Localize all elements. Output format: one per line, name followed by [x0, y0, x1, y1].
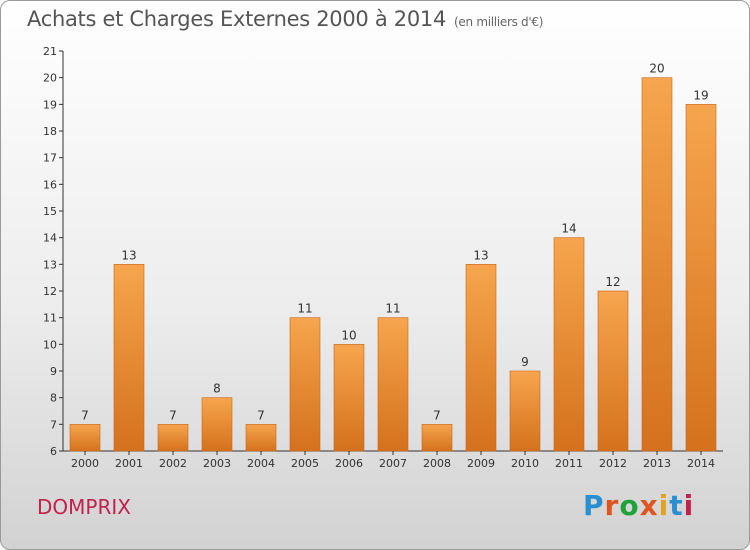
y-tick-label: 7 [50, 418, 57, 431]
bar-value-label: 11 [385, 302, 400, 316]
logo-letter: o [619, 489, 640, 522]
chart-title-text: Achats et Charges Externes 2000 à 2014 [27, 7, 447, 31]
y-tick-label: 11 [43, 312, 57, 325]
x-tick-label: 2003 [203, 457, 231, 470]
chart-title: Achats et Charges Externes 2000 à 2014 (e… [27, 7, 543, 31]
y-tick-label: 15 [43, 205, 57, 218]
y-tick-label: 21 [43, 45, 57, 58]
bar-value-label: 8 [213, 382, 221, 396]
proxiti-logo: Proxiti [583, 489, 694, 522]
chart-subtitle: (en milliers d'€) [454, 15, 544, 29]
x-tick-label: 2004 [247, 457, 275, 470]
y-tick-label: 10 [43, 338, 57, 351]
bar [201, 397, 233, 452]
bar-value-label: 14 [561, 222, 576, 236]
bar-value-label: 12 [605, 275, 620, 289]
bar-value-label: 20 [649, 62, 664, 76]
bar [597, 290, 629, 452]
bar [289, 317, 321, 452]
bar [69, 424, 101, 452]
bar [465, 264, 497, 452]
bar-value-label: 9 [521, 355, 529, 369]
x-tick-label: 2013 [643, 457, 671, 470]
logo-letter: x [639, 489, 659, 522]
bar-value-label: 19 [693, 88, 708, 102]
y-tick-label: 17 [43, 152, 57, 165]
bar [113, 264, 145, 452]
bar [641, 77, 673, 452]
bar [685, 104, 717, 452]
y-tick-label: 12 [43, 285, 57, 298]
bar [377, 317, 409, 452]
y-tick-label: 6 [50, 445, 57, 458]
logo-letter: i [683, 489, 695, 522]
bar-value-label: 7 [169, 408, 177, 422]
x-tick-label: 2005 [291, 457, 319, 470]
bar-value-label: 13 [121, 248, 136, 262]
x-tick-label: 2011 [555, 457, 583, 470]
x-tick-label: 2001 [115, 457, 143, 470]
y-tick-label: 19 [43, 98, 57, 111]
x-tick-label: 2012 [599, 457, 627, 470]
y-tick-label: 9 [50, 365, 57, 378]
y-tick-label: 13 [43, 258, 57, 271]
bar [553, 237, 585, 452]
x-tick-label: 2009 [467, 457, 495, 470]
logo-letter: i [658, 489, 670, 522]
bar [509, 370, 541, 452]
bar-value-label: 7 [433, 408, 441, 422]
logo-letter: t [669, 489, 684, 522]
bar-value-label: 7 [81, 408, 89, 422]
y-tick-label: 8 [50, 392, 57, 405]
x-tick-label: 2010 [511, 457, 539, 470]
bar-value-label: 10 [341, 328, 356, 342]
logo-letter: r [604, 489, 620, 522]
y-tick-label: 18 [43, 125, 57, 138]
bar-value-label: 11 [297, 302, 312, 316]
x-tick-label: 2014 [687, 457, 715, 470]
x-tick-label: 2006 [335, 457, 363, 470]
x-tick-label: 2008 [423, 457, 451, 470]
logo-letter: P [583, 489, 605, 522]
bar-value-label: 13 [473, 248, 488, 262]
bar [157, 424, 189, 452]
y-tick-label: 20 [43, 72, 57, 85]
x-tick-label: 2007 [379, 457, 407, 470]
x-tick-label: 2002 [159, 457, 187, 470]
bar-value-label: 7 [257, 408, 265, 422]
y-tick-label: 14 [43, 232, 57, 245]
bar [421, 424, 453, 452]
x-tick-label: 2000 [71, 457, 99, 470]
bar [333, 344, 365, 452]
y-tick-label: 16 [43, 178, 57, 191]
bar [245, 424, 277, 452]
commune-name: DOMPRIX [37, 495, 131, 519]
